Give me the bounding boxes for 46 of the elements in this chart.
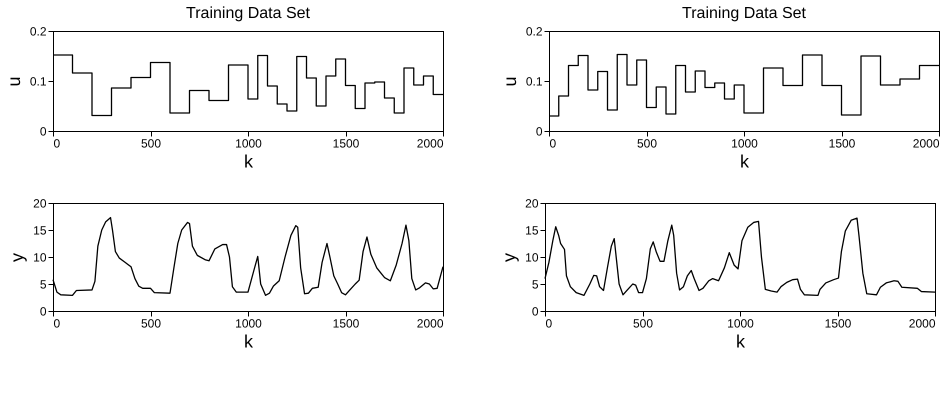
- x-tick-label: 2000: [912, 136, 940, 150]
- y-axis-title: y: [7, 253, 28, 262]
- y-axis-title: u: [4, 76, 24, 87]
- x-tick-label: 0: [54, 136, 60, 150]
- y-tick-label: 15: [33, 224, 47, 238]
- chart-title: Training Data Set: [186, 5, 311, 22]
- y-tick-label: 0: [536, 124, 543, 138]
- chart-title: Training Data Set: [682, 5, 807, 22]
- x-tick-label: 1000: [727, 316, 754, 330]
- y-tick-label: 0.1: [526, 74, 543, 88]
- x-axis-title: k: [244, 152, 254, 172]
- x-tick-label: 1500: [332, 316, 360, 330]
- x-tick-label: 500: [140, 316, 162, 330]
- y-tick-label: 15: [525, 224, 539, 238]
- x-tick-label: 2000: [416, 316, 444, 330]
- x-tick-label: 500: [636, 136, 658, 150]
- x-tick-label: 2000: [908, 316, 936, 330]
- x-axis-title: k: [244, 332, 254, 352]
- x-tick-label: 500: [632, 316, 654, 330]
- y-axis-title: u: [500, 76, 520, 87]
- y-tick-label: 20: [33, 196, 47, 210]
- x-tick-label: 2000: [416, 136, 444, 150]
- y-tick-label: 0.1: [30, 74, 47, 88]
- x-tick-label: 1500: [332, 136, 360, 150]
- y-tick-label: 0: [40, 124, 47, 138]
- x-tick-label: 1500: [824, 316, 852, 330]
- x-tick-label: 1000: [235, 136, 262, 150]
- y-tick-label: 10: [33, 250, 47, 264]
- y-tick-label: 20: [525, 196, 539, 210]
- x-axis-title: k: [740, 152, 750, 172]
- y-tick-label: 5: [40, 278, 47, 292]
- y-tick-label: 0.2: [526, 24, 543, 38]
- y-tick-label: 5: [532, 278, 539, 292]
- x-axis-title: k: [736, 332, 746, 352]
- x-tick-label: 1000: [235, 316, 262, 330]
- y-tick-label: 0.2: [30, 24, 47, 38]
- x-tick-label: 500: [140, 136, 162, 150]
- x-tick-label: 0: [550, 136, 556, 150]
- y-axis-title: y: [499, 253, 520, 262]
- x-tick-label: 0: [54, 316, 60, 330]
- y-tick-label: 10: [525, 250, 539, 264]
- x-tick-label: 1000: [731, 136, 758, 150]
- x-tick-label: 0: [546, 316, 552, 330]
- y-tick-label: 0: [40, 304, 47, 318]
- x-tick-label: 1500: [828, 136, 856, 150]
- y-tick-label: 0: [532, 304, 539, 318]
